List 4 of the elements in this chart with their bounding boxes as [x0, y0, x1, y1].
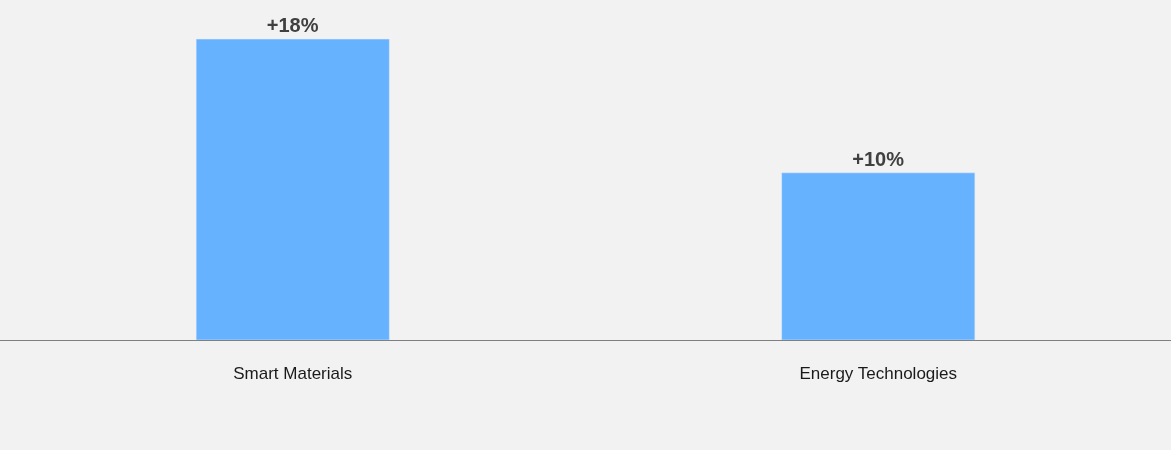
data-label: +18%	[266, 14, 319, 37]
x-tick-label: Energy Technologies	[799, 364, 958, 384]
x-tick-label: Smart Materials	[233, 364, 353, 384]
data-label: +10%	[852, 147, 905, 170]
